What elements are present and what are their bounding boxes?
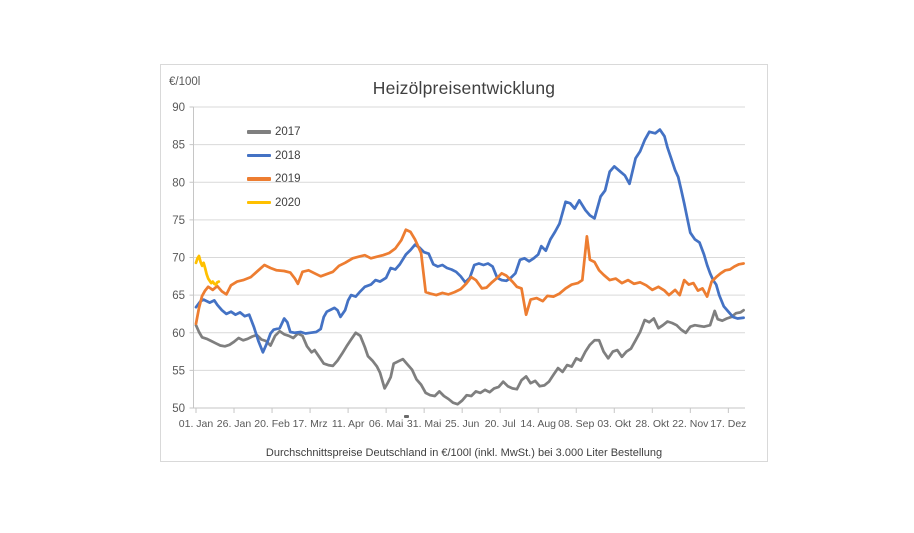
legend-label-2018: 2018 — [275, 149, 301, 162]
cursor-speck — [404, 415, 409, 418]
y-tick-label-90: 90 — [172, 102, 185, 114]
y-tick-label-85: 85 — [172, 140, 185, 152]
x-tick-label-2: 20. Feb — [254, 418, 290, 430]
legend-swatch-2020 — [247, 200, 271, 205]
series-line-2018[interactable] — [194, 128, 745, 354]
y-axis-unit-label: €/100l — [169, 76, 201, 88]
y-tick-label-80: 80 — [172, 177, 185, 189]
x-tick-label-6: 31. Mai — [407, 418, 441, 430]
chart-title: Heizölpreisentwicklung — [372, 78, 556, 98]
legend-item-2018[interactable]: 2018 — [247, 148, 301, 164]
legend-label-2020: 2020 — [275, 196, 301, 209]
legend-swatch-2018 — [247, 153, 271, 158]
y-tick-label-50: 50 — [172, 403, 185, 415]
x-tick-label-9: 14. Aug — [520, 418, 556, 430]
legend-label-2017: 2017 — [275, 126, 301, 138]
y-tick-label-55: 55 — [172, 365, 185, 377]
chart-card: €/100l Heizölpreisentwicklung 2017 2018 20… — [160, 64, 768, 462]
series-line-2019[interactable] — [194, 228, 745, 326]
legend-item-2017[interactable]: 2017 — [247, 124, 301, 140]
legend-item-2020[interactable]: 2020 — [247, 195, 301, 211]
x-tick-label-8: 20. Jul — [485, 418, 516, 430]
x-tick-label-3: 17. Mrz — [293, 418, 328, 430]
x-tick-label-5: 06. Mai — [369, 418, 403, 430]
x-tick-label-11: 03. Okt — [597, 418, 631, 430]
y-tick-label-60: 60 — [172, 328, 185, 340]
legend-swatch-2019 — [247, 177, 271, 181]
x-tick-label-7: 25. Jun — [445, 418, 480, 430]
x-tick-label-0: 01. Jan — [179, 418, 214, 430]
series-line-2020[interactable] — [194, 254, 221, 286]
chart-footnote: Durchschnittspreise Deutschland in €/100… — [265, 447, 663, 459]
x-tick-label-14: 17. Dez — [710, 418, 746, 430]
legend-swatch-2017 — [247, 130, 271, 134]
x-tick-label-1: 26. Jan — [217, 418, 252, 430]
x-tick-label-12: 28. Okt — [635, 418, 669, 430]
x-tick-label-4: 11. Apr — [332, 418, 365, 430]
y-tick-label-70: 70 — [172, 253, 185, 265]
y-tick-label-65: 65 — [172, 290, 185, 302]
y-tick-label-75: 75 — [172, 215, 185, 227]
x-tick-label-10: 08. Sep — [558, 418, 594, 430]
series-line-2017[interactable] — [194, 308, 745, 406]
x-tick-label-13: 22. Nov — [672, 418, 709, 430]
